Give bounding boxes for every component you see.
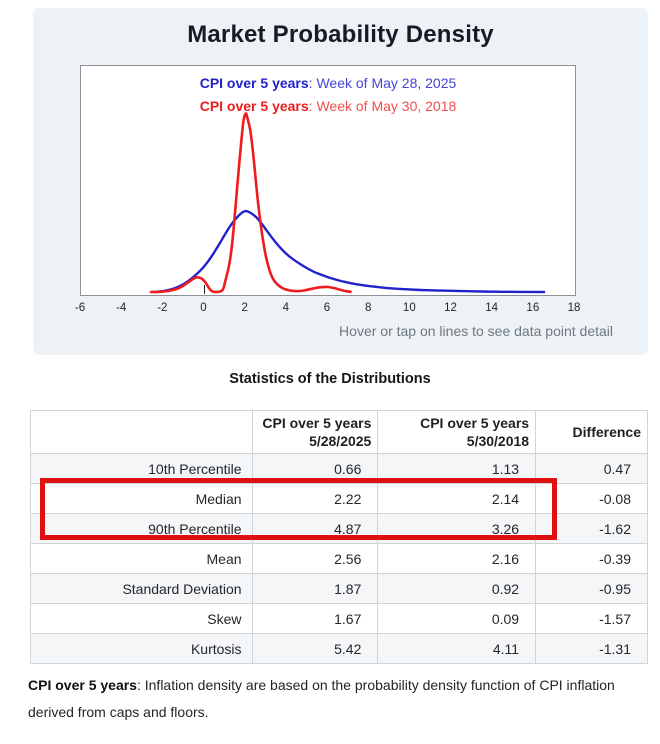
value-2018: 0.09: [377, 603, 537, 635]
table-row: Skew 1.67 0.09 -1.57: [30, 603, 648, 635]
x-axis-tick-label: 18: [567, 302, 581, 314]
x-axis-tick-label: -2: [157, 302, 168, 314]
value-diff: -0.95: [535, 573, 648, 605]
value-diff: -1.62: [535, 513, 648, 545]
x-axis-labels: -6 -4 -2 0 2 4 6 8 10 12 14 16 18: [75, 302, 581, 318]
value-2025: 1.87: [251, 573, 379, 605]
value-diff: -0.08: [535, 483, 648, 515]
value-2025: 1.67: [251, 603, 379, 635]
row-label: Kurtosis: [30, 633, 253, 665]
table-row: 10th Percentile 0.66 1.13 0.47: [30, 453, 648, 485]
legend-series-name: CPI over 5 years: [199, 98, 309, 114]
table-row: Standard Deviation 1.87 0.92 -0.95: [30, 573, 648, 605]
x-axis-tick-label: 0: [200, 302, 207, 314]
value-2018: 2.16: [377, 543, 537, 575]
x-axis-tick-label: -4: [116, 302, 127, 314]
row-label: 90th Percentile: [30, 513, 253, 545]
footnote-term: CPI over 5 years: [28, 677, 137, 693]
table-row: Mean 2.56 2.16 -0.39: [30, 543, 648, 575]
value-2025: 2.56: [251, 543, 379, 575]
value-2018: 1.13: [377, 453, 537, 485]
hover-hint-text: Hover or tap on lines to see data point …: [339, 323, 613, 339]
value-diff: -1.31: [535, 633, 648, 665]
legend-series-name: CPI over 5 years: [199, 75, 309, 91]
value-diff: -0.39: [535, 543, 648, 575]
x-axis-tick-label: 12: [444, 302, 457, 314]
x-axis-tick-label: 10: [402, 302, 416, 314]
value-2018: 0.92: [377, 573, 537, 605]
page-title: Market Probability Density: [187, 21, 494, 48]
x-axis-tick-label: 8: [364, 302, 372, 314]
table-row: 90th Percentile 4.87 3.26 -1.62: [30, 513, 648, 545]
x-axis-tick-label: 2: [241, 302, 248, 314]
legend-series-detail: : Week of May 28, 2025: [308, 75, 457, 91]
table-row: Kurtosis 5.42 4.11 -1.31: [30, 633, 648, 665]
stats-heading: Statistics of the Distributions: [229, 371, 431, 387]
value-2018: 3.26: [377, 513, 537, 545]
legend-entry-2025: CPI over 5 years: Week of May 28, 2025: [81, 72, 575, 95]
footnote-text: : Inflation density are based on the pro…: [28, 677, 615, 721]
column-header-empty: [30, 409, 253, 455]
row-label: 10th Percentile: [30, 453, 253, 485]
column-header-2025: CPI over 5 years 5/28/2025: [251, 409, 379, 455]
density-curve-2025[interactable]: [153, 209, 546, 294]
row-label: Median: [30, 483, 253, 515]
footnote: CPI over 5 years: Inflation density are …: [28, 672, 638, 727]
x-axis-tick-label: 16: [526, 302, 540, 314]
value-2018: 4.11: [377, 633, 537, 665]
chart-panel: Market Probability Density CPI over 5 ye…: [33, 8, 648, 355]
value-2025: 2.22: [251, 483, 379, 515]
chart-legend: CPI over 5 years: Week of May 28, 2025 C…: [81, 72, 575, 118]
x-axis-tick-label: 4: [282, 302, 290, 314]
value-2025: 4.87: [251, 513, 379, 545]
row-label: Standard Deviation: [30, 573, 253, 605]
row-label: Skew: [30, 603, 253, 635]
x-axis-tick-label: 6: [323, 302, 331, 314]
value-2025: 5.42: [251, 633, 379, 665]
density-curve-2018[interactable]: [149, 112, 352, 294]
table-header-row: CPI over 5 years 5/28/2025 CPI over 5 yea…: [30, 409, 648, 455]
chart-canvas[interactable]: [81, 66, 575, 295]
value-diff: -1.57: [535, 603, 648, 635]
chart-frame: CPI over 5 years: Week of May 28, 2025 C…: [80, 65, 576, 296]
x-axis-tick-label: 14: [485, 302, 499, 314]
legend-entry-2018: CPI over 5 years: Week of May 30, 2018: [81, 95, 575, 118]
column-header-difference: Difference: [535, 409, 648, 455]
row-label: Mean: [30, 543, 253, 575]
value-diff: 0.47: [535, 453, 648, 485]
table-row: Median 2.22 2.14 -0.08: [30, 483, 648, 515]
value-2018: 2.14: [377, 483, 537, 515]
legend-series-detail: : Week of May 30, 2018: [308, 98, 457, 114]
value-2025: 0.66: [251, 453, 379, 485]
x-axis-tick-label: -6: [74, 302, 86, 314]
column-header-2018: CPI over 5 years 5/30/2018: [377, 409, 537, 455]
stats-table: CPI over 5 years 5/28/2025 CPI over 5 yea…: [30, 409, 648, 665]
